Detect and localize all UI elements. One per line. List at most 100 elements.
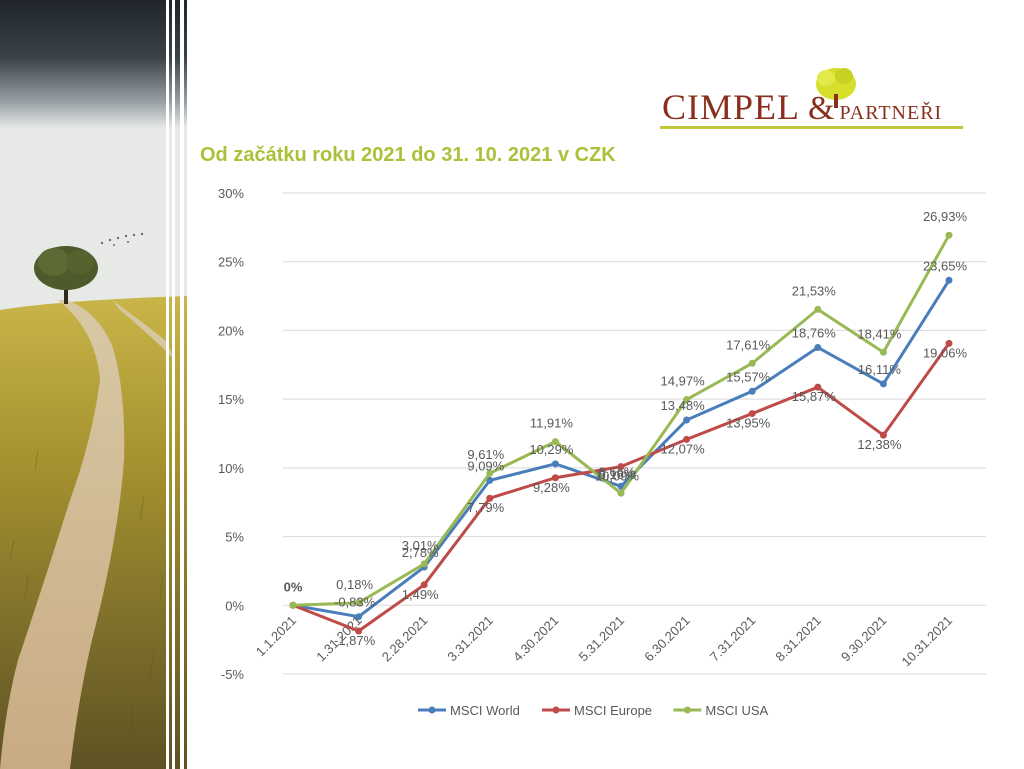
data-point (617, 463, 625, 471)
data-point (879, 380, 887, 388)
landscape-photo (0, 0, 190, 769)
data-label: 9,09% (467, 458, 504, 473)
data-label: 1,49% (402, 587, 439, 602)
data-point (748, 387, 756, 395)
data-point (486, 469, 494, 477)
logo-underline (660, 126, 963, 129)
legend-marker (683, 706, 691, 714)
data-point (945, 231, 953, 239)
data-point (683, 416, 691, 424)
data-label: 9,61% (467, 447, 504, 462)
y-tick-label: 0% (225, 598, 244, 613)
data-label: 0,18% (336, 577, 373, 592)
data-point (879, 348, 887, 356)
data-point (683, 396, 691, 404)
data-point (551, 438, 559, 446)
x-tick-label: 7.31.2021 (707, 613, 759, 665)
legend-marker (428, 706, 436, 714)
logo-ampersand: & (808, 90, 836, 127)
data-label: 10,09% (595, 469, 640, 484)
data-label: 15,87% (792, 389, 837, 404)
data-point (945, 276, 953, 284)
x-tick-label: 3.31.2021 (444, 613, 496, 665)
data-label: 16,11% (858, 362, 902, 377)
data-point (355, 627, 363, 635)
data-label: 21,53% (792, 283, 837, 298)
data-label: 12,07% (661, 441, 706, 456)
divider-stripe (172, 0, 175, 769)
slide-title: Od začátku roku 2021 do 31. 10. 2021 v C… (200, 144, 616, 166)
data-label: 12,38% (857, 437, 902, 452)
y-axis-tick-labels: -5% 0% 5% 10% 15% 20% 25% 30% (218, 186, 244, 682)
data-label: 10,29% (529, 442, 574, 457)
data-point (748, 410, 756, 418)
data-label: 9,28% (533, 480, 570, 495)
chart-data-labels: -0,83% 2,78% 9,09% 10,29% 8,66% 13,48% 15,57% 1… (284, 209, 968, 648)
data-label: 7,79% (467, 500, 504, 515)
logo-name: CIMPEL (662, 87, 801, 127)
divider-stripe (180, 0, 184, 769)
x-tick-label: 10.31.2021 (898, 613, 955, 670)
y-tick-label: 20% (218, 323, 244, 338)
y-tick-label: 30% (218, 186, 244, 201)
series-line (292, 234, 951, 607)
data-point (945, 339, 953, 347)
data-label: 2,78% (402, 545, 439, 560)
data-label: 26,93% (923, 209, 968, 224)
data-point (486, 476, 494, 484)
y-tick-label: 25% (218, 255, 244, 270)
data-label: 17,61% (726, 337, 771, 352)
x-tick-label: 1.1.2021 (253, 613, 299, 659)
tree-logo-icon (816, 68, 856, 108)
data-label: 18,76% (792, 325, 837, 340)
x-tick-label: 4.30.2021 (510, 613, 562, 665)
data-label: 13,95% (726, 416, 771, 431)
data-label: 8,16% (599, 467, 636, 482)
data-point (289, 601, 297, 609)
data-point (814, 305, 822, 313)
x-tick-label: 9.30.2021 (838, 613, 890, 665)
data-point (814, 383, 822, 391)
data-label: 0% (284, 579, 303, 594)
data-label: 3,01% (402, 538, 439, 553)
y-tick-label: 5% (225, 530, 244, 545)
legend-label: MSCI Europe (574, 703, 652, 718)
data-point (617, 489, 625, 497)
y-tick-label: 10% (218, 461, 244, 476)
y-tick-label: 15% (218, 392, 244, 407)
data-label: 11,91% (530, 416, 574, 431)
data-label: 18,41% (857, 326, 902, 341)
performance-line-chart: -5%0%5%10%15%20%25%30% 1.1.2021 1.31.2021… (218, 186, 986, 718)
legend-label: MSCI World (450, 703, 520, 718)
divider-stripe (187, 0, 190, 769)
data-point (683, 435, 691, 443)
chart-gridlines (283, 192, 986, 675)
data-label: 15,57% (726, 369, 771, 384)
data-point (551, 460, 559, 468)
chart-series (289, 231, 953, 635)
data-label: -1,87% (334, 633, 376, 648)
data-point (879, 431, 887, 439)
data-label: 8,66% (599, 464, 636, 479)
data-label: 23,65% (923, 258, 968, 273)
company-logo: CIMPEL & PARTNEŘI (660, 64, 965, 132)
legend-marker (552, 706, 560, 714)
logo-partners: PARTNEŘI (839, 102, 943, 124)
legend-label: MSCI USA (705, 703, 768, 718)
data-label: 13,48% (661, 398, 706, 413)
data-point (355, 613, 363, 621)
x-tick-label: 6.30.2021 (641, 613, 693, 665)
data-label: -0,83% (334, 595, 376, 610)
x-tick-label: 8.31.2021 (772, 613, 824, 665)
x-tick-label: 2.28.2021 (379, 613, 431, 665)
data-point (617, 482, 625, 490)
chart-legend: MSCI World MSCI Europe MSCI USA (418, 703, 769, 718)
data-label: 14,97% (661, 374, 706, 389)
data-point (551, 474, 559, 482)
divider-stripe (166, 0, 169, 769)
data-point (814, 343, 822, 351)
data-label: 19,06% (923, 345, 968, 360)
data-point (748, 359, 756, 367)
x-tick-label: 5.31.2021 (576, 613, 628, 665)
data-point (420, 581, 428, 589)
